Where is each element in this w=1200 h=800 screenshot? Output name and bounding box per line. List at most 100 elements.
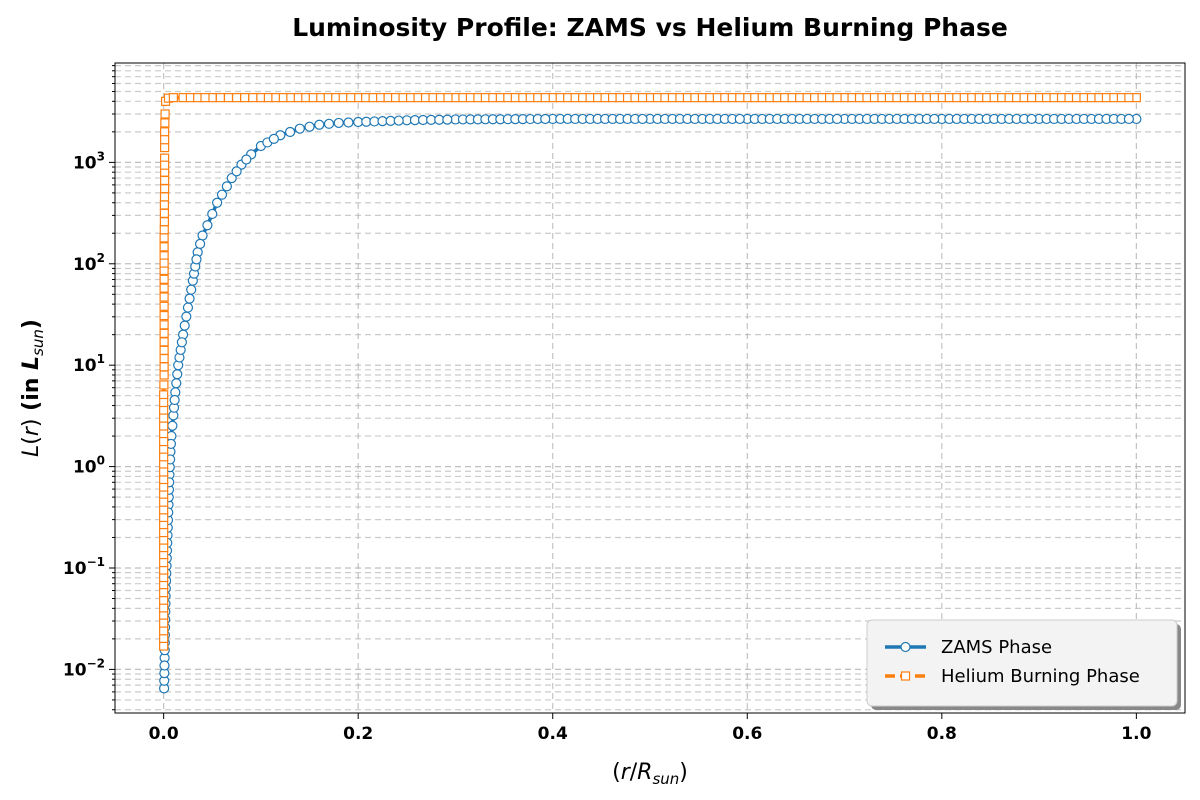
helium-data-point [525, 93, 535, 103]
helium-data-point [159, 320, 169, 330]
helium-data-point [159, 633, 169, 643]
helium-data-point [159, 301, 169, 311]
helium-data-point [278, 93, 288, 103]
helium-data-point [256, 93, 266, 103]
helium-data-point [159, 535, 169, 545]
helium-data-point [585, 93, 595, 103]
helium-data-point [160, 184, 170, 194]
helium-data-point [159, 641, 169, 651]
helium-data-point [159, 474, 169, 485]
helium-data-point [510, 93, 520, 103]
zams-data-point [182, 302, 194, 313]
helium-data-point [495, 93, 505, 103]
helium-data-point [240, 93, 250, 103]
helium-data-point [555, 93, 565, 103]
helium-data-point [159, 337, 169, 347]
zams-data-point [637, 113, 648, 125]
zams-data-point [167, 420, 178, 431]
helium-data-point [563, 93, 573, 103]
helium-data-point [944, 93, 954, 103]
y-tick-base: 10 [73, 356, 97, 376]
zams-data-point [323, 118, 335, 129]
helium-data-point [540, 93, 550, 103]
y-tick-base: 10 [73, 255, 97, 275]
y-tick-base: 10 [73, 153, 97, 173]
helium-data-point [159, 274, 169, 284]
zams-data-point [540, 113, 551, 125]
x-tick-label-3: 0.6 [732, 724, 762, 744]
y-axis-label-part: ( [19, 436, 44, 445]
helium-data-point [286, 93, 296, 103]
helium-data-point [159, 452, 169, 462]
helium-data-point [637, 93, 648, 103]
legend-label-zams: ZAMS Phase [941, 637, 1052, 658]
helium-data-point [248, 93, 258, 103]
helium-data-point [832, 93, 842, 103]
legend-marker-helium [900, 671, 911, 681]
helium-data-point [570, 93, 580, 103]
helium-data-point [160, 175, 170, 186]
helium-data-point [750, 93, 760, 103]
helium-data-point [223, 93, 234, 103]
helium-data-point [780, 93, 790, 103]
helium-data-point [443, 93, 453, 103]
helium-data-point [667, 93, 678, 103]
helium-data-point [1004, 93, 1014, 103]
helium-data-point [1109, 93, 1119, 103]
helium-data-point [607, 93, 618, 103]
helium-data-point [159, 580, 169, 590]
x-axis-label-part: sun [652, 770, 679, 788]
x-tick-label-1: 0.2 [343, 724, 373, 744]
helium-data-point [817, 93, 827, 103]
helium-data-point [473, 93, 483, 103]
helium-data-point [503, 93, 513, 103]
y-tick-exponent: −1 [87, 555, 105, 569]
helium-data-point [353, 93, 363, 103]
helium-data-point [1019, 93, 1029, 103]
helium-data-point [1064, 93, 1074, 103]
helium-data-point [697, 93, 707, 103]
helium-data-point [690, 93, 700, 103]
helium-data-point [361, 93, 371, 103]
helium-data-point [727, 93, 737, 103]
helium-data-point [159, 505, 169, 515]
helium-data-point [787, 93, 797, 103]
helium-data-point [622, 93, 633, 103]
helium-data-point [578, 93, 588, 103]
helium-data-point [465, 93, 476, 103]
zams-data-point [191, 254, 202, 265]
helium-data-point [548, 93, 558, 103]
helium-data-point [159, 370, 169, 380]
helium-data-point [922, 93, 932, 103]
helium-data-point [200, 93, 210, 103]
legend-box [866, 619, 1178, 707]
helium-data-point [293, 93, 303, 103]
series-layer [159, 93, 1142, 694]
zams-data-point [231, 166, 242, 177]
helium-data-point [757, 93, 767, 103]
helium-data-point [907, 93, 917, 103]
zams-data-point [176, 337, 187, 348]
helium-data-point [159, 610, 169, 621]
zams-data-point [1123, 113, 1134, 125]
helium-data-point [480, 93, 490, 103]
zams-data-point [268, 133, 279, 144]
x-tick-label-2: 0.4 [538, 724, 568, 744]
helium-data-point [854, 93, 865, 103]
helium-data-point [159, 436, 169, 447]
helium-data-point [263, 93, 273, 103]
helium-data-point [159, 626, 169, 636]
helium-data-point [159, 310, 169, 321]
helium-data-point [937, 93, 947, 103]
helium-data-point [1012, 93, 1022, 103]
helium-data-point [159, 572, 169, 583]
helium-data-point [159, 225, 169, 235]
helium-data-point [159, 413, 169, 423]
helium-data-point [159, 588, 169, 598]
helium-data-point [346, 93, 356, 103]
helium-data-point [159, 565, 169, 575]
helium-data-point [368, 93, 378, 103]
helium-data-point [435, 93, 446, 103]
x-axis-label-part: ) [679, 760, 688, 785]
helium-data-point [712, 93, 722, 103]
